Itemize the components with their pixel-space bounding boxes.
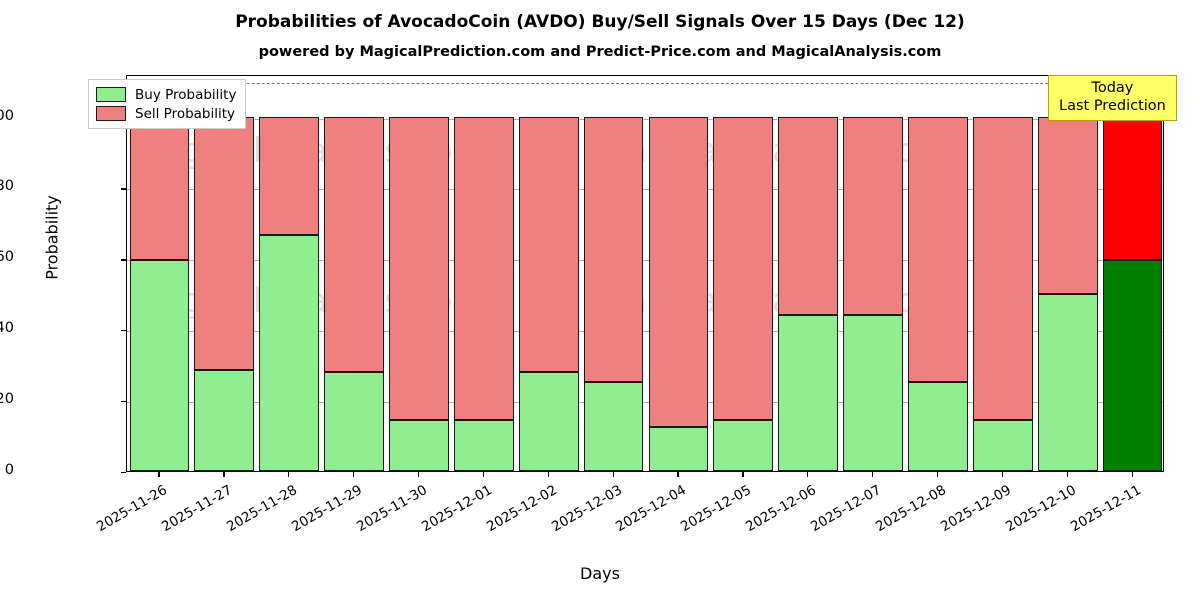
bar-segment-buy[interactable] — [389, 420, 449, 471]
gridline — [127, 189, 1163, 191]
bar-segment-buy[interactable] — [453, 420, 514, 471]
bar-group[interactable] — [778, 76, 839, 471]
x-tick-mark — [742, 472, 744, 477]
y-tick-label: 0 — [4, 462, 14, 478]
legend-swatch-buy-icon — [96, 87, 126, 102]
bar-segment-buy[interactable] — [1102, 259, 1163, 471]
y-tick-label: 60 — [0, 249, 14, 266]
bar-group[interactable] — [389, 76, 449, 471]
today-annotation-line1: Today — [1091, 80, 1134, 96]
legend-label-buy: Buy Probability — [135, 86, 237, 103]
bar-segment-sell[interactable] — [843, 116, 903, 316]
bar-segment-buy[interactable] — [713, 420, 774, 471]
bar-segment-sell[interactable] — [972, 116, 1033, 421]
bar-group[interactable] — [908, 76, 968, 471]
chart-title: Probabilities of AvocadoCoin (AVDO) Buy/… — [235, 12, 965, 32]
y-tick-mark — [121, 401, 126, 403]
bar-segment-buy[interactable] — [129, 259, 190, 471]
y-tick-mark — [121, 472, 126, 474]
bar-segment-buy[interactable] — [843, 315, 903, 471]
y-tick-label: 20 — [0, 391, 14, 408]
x-tick-mark — [936, 472, 939, 477]
bar-segment-sell[interactable] — [713, 116, 774, 421]
bar-group[interactable] — [648, 76, 709, 471]
chart-legend: Buy Probability Sell Probability — [88, 79, 247, 129]
bar-segment-sell[interactable] — [194, 116, 255, 370]
bar-group[interactable] — [713, 76, 774, 471]
bar-segment-buy[interactable] — [648, 426, 709, 471]
bar-series-layer — [127, 76, 1163, 471]
bar-group[interactable] — [194, 76, 255, 471]
x-tick-mark — [1131, 472, 1133, 477]
x-tick-mark — [677, 472, 679, 477]
bar-segment-sell[interactable] — [1102, 116, 1163, 260]
y-tick-label: 80 — [0, 178, 14, 195]
bar-segment-sell[interactable] — [453, 116, 514, 421]
legend-item-buy: Buy Probability — [96, 85, 236, 104]
bar-segment-sell[interactable] — [908, 116, 968, 383]
bar-segment-sell[interactable] — [583, 116, 644, 383]
y-axis-title: Probability — [42, 195, 62, 280]
bar-group[interactable] — [843, 76, 903, 471]
x-tick-mark — [417, 472, 420, 477]
legend-swatch-sell-icon — [96, 106, 126, 121]
bar-group[interactable] — [129, 76, 190, 471]
bar-segment-sell[interactable] — [324, 116, 384, 372]
x-tick-mark — [1001, 472, 1003, 477]
bar-segment-sell[interactable] — [259, 116, 320, 235]
bar-segment-buy[interactable] — [1037, 293, 1098, 471]
x-tick-mark — [547, 472, 549, 477]
legend-label-sell: Sell Probability — [135, 105, 236, 122]
bar-segment-sell[interactable] — [389, 116, 449, 421]
bar-segment-sell[interactable] — [518, 116, 579, 372]
x-tick-mark — [288, 472, 290, 477]
x-axis-title: Days — [580, 564, 620, 583]
y-tick-label: 100 — [0, 107, 14, 124]
y-tick-mark — [121, 259, 126, 261]
bar-segment-sell[interactable] — [778, 116, 839, 316]
x-tick-mark — [612, 472, 614, 477]
x-tick-mark — [482, 472, 484, 477]
bar-group[interactable] — [1037, 76, 1098, 471]
x-tick-mark — [872, 472, 874, 477]
bar-segment-buy[interactable] — [324, 371, 384, 471]
bar-group[interactable] — [518, 76, 579, 471]
bar-segment-buy[interactable] — [194, 369, 255, 471]
reference-dashed-line — [127, 83, 1163, 85]
y-tick-mark — [121, 188, 126, 190]
x-tick-mark — [223, 472, 225, 477]
bar-segment-sell[interactable] — [1037, 116, 1098, 294]
y-tick-label: 40 — [0, 320, 14, 337]
chart-subtitle: powered by MagicalPrediction.com and Pre… — [258, 44, 942, 60]
x-tick-mark — [1066, 472, 1068, 477]
gridline — [127, 402, 1163, 404]
plot-area: MagicalAnalysis.comMagicalAnalysis.comMa… — [126, 75, 1164, 472]
gridline — [127, 118, 1163, 120]
bar-group[interactable] — [259, 76, 320, 471]
x-tick-mark — [807, 472, 809, 477]
bar-group[interactable] — [453, 76, 514, 471]
bar-segment-buy[interactable] — [972, 420, 1033, 471]
bar-group[interactable] — [583, 76, 644, 471]
bar-segment-buy[interactable] — [518, 371, 579, 471]
bar-segment-buy[interactable] — [778, 315, 839, 471]
bar-segment-sell[interactable] — [648, 116, 709, 427]
bar-segment-buy[interactable] — [908, 382, 968, 471]
bar-segment-buy[interactable] — [583, 382, 644, 471]
x-tick-mark — [158, 472, 160, 477]
gridline — [127, 260, 1163, 262]
today-annotation-line2: Last Prediction — [1059, 98, 1166, 115]
bar-group[interactable] — [972, 76, 1033, 471]
bar-segment-sell[interactable] — [129, 116, 190, 260]
x-tick-mark — [353, 472, 355, 477]
bar-segment-buy[interactable] — [259, 234, 320, 471]
gridline — [127, 331, 1163, 333]
legend-item-sell: Sell Probability — [96, 104, 236, 123]
today-annotation: Today Last Prediction — [1048, 75, 1177, 122]
bar-group[interactable] — [1102, 76, 1163, 471]
bar-group[interactable] — [324, 76, 384, 471]
y-tick-mark — [121, 330, 126, 332]
